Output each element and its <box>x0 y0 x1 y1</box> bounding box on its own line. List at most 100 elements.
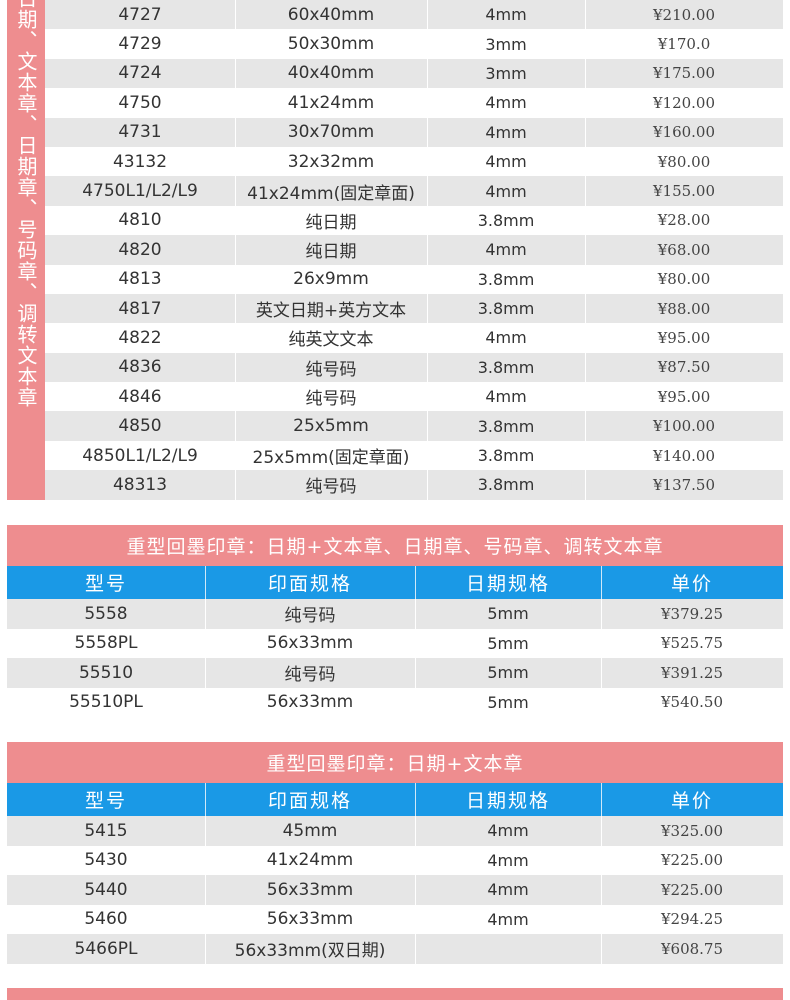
header-model: 型号 <box>84 790 127 812</box>
category-side-label-text: 日期、文本章、日期章、号码章、调转文本章 <box>14 0 38 408</box>
header-price: 单价 <box>670 573 713 595</box>
size-cell: 25x5mm(固定章面) <box>252 448 410 469</box>
model-cell: 4836 <box>118 357 162 378</box>
price-cell: ¥225.00 <box>660 880 724 899</box>
price-cell: ¥68.00 <box>657 240 711 259</box>
date-spec-cell: 4mm <box>487 850 529 870</box>
size-cell: 56x33mm(双日期) <box>234 941 386 962</box>
table-header: 型号 印面规格 日期规格 单价 <box>7 566 783 599</box>
date-spec-cell: 3.8mm <box>477 210 535 230</box>
table-row: 4850 25x5mm 3.8mm ¥100.00 <box>45 411 783 441</box>
model-cell: 4846 <box>118 386 162 407</box>
table-row: 5430 41x24mm 4mm ¥225.00 <box>7 845 783 875</box>
date-spec-cell <box>415 934 601 964</box>
price-cell: ¥120.00 <box>652 93 716 112</box>
table-body: 5558 纯号码 5mm ¥379.25 5558PL 56x33mm 5mm ¥525.75… <box>7 599 783 717</box>
model-cell: 4750L1/L2/L9 <box>82 181 198 202</box>
price-cell: ¥140.00 <box>652 446 716 465</box>
model-cell: 4729 <box>118 34 162 55</box>
table-row: 4750 41x24mm 4mm ¥120.00 <box>45 88 783 118</box>
model-cell: 55510PL <box>69 692 143 713</box>
table-row: 4836 纯号码 3.8mm ¥87.50 <box>45 352 783 383</box>
size-cell: 英文日期+英方文本 <box>255 301 407 322</box>
date-spec-cell: 4mm <box>485 181 527 201</box>
table-row: 4820 纯日期 4mm ¥68.00 <box>45 235 783 265</box>
price-cell: ¥155.00 <box>652 182 716 201</box>
model-cell: 43132 <box>112 151 168 172</box>
size-cell: 40x40mm <box>287 63 375 84</box>
date-spec-cell: 4mm <box>485 93 527 113</box>
date-spec-cell: 4mm <box>485 328 527 348</box>
table-row: 4813 26x9mm 3.8mm ¥80.00 <box>45 264 783 294</box>
table-row: 55510 纯号码 5mm ¥391.25 <box>7 658 783 688</box>
table-row: 43132 32x32mm 4mm ¥80.00 <box>45 146 783 177</box>
date-spec-cell: 4mm <box>485 387 527 407</box>
stamp-table-1: 日期、文本章、日期章、号码章、调转文本章 4727 60x40mm 4mm ¥210.… <box>7 0 783 500</box>
date-spec-cell: 4mm <box>485 5 527 25</box>
table-row: 4817 英文日期+英方文本 3.8mm ¥88.00 <box>45 293 783 324</box>
date-spec-cell: 3.8mm <box>477 416 535 436</box>
price-cell: ¥80.00 <box>657 270 711 289</box>
table-row: 55510PL 56x33mm 5mm ¥540.50 <box>7 687 783 717</box>
date-spec-cell: 4mm <box>485 122 527 142</box>
header-date: 日期规格 <box>465 790 550 812</box>
date-spec-cell: 5mm <box>487 633 529 653</box>
date-spec-cell: 3.8mm <box>477 269 535 289</box>
model-cell: 4850L1/L2/L9 <box>82 445 198 466</box>
table-body: 4727 60x40mm 4mm ¥210.00 4729 50x30mm 3mm ¥170.… <box>45 0 783 500</box>
table-row: 4846 纯号码 4mm ¥95.00 <box>45 382 783 412</box>
table-row: 4750L1/L2/L9 41x24mm(固定章面) 4mm ¥155.00 <box>45 176 783 206</box>
model-cell: 4813 <box>118 269 162 290</box>
size-cell: 32x32mm <box>287 151 375 172</box>
size-cell: 30x70mm <box>287 122 375 143</box>
date-spec-cell: 4mm <box>485 152 527 172</box>
model-cell: 4820 <box>118 239 162 260</box>
price-cell: ¥210.00 <box>652 5 716 24</box>
size-cell: 60x40mm <box>287 4 375 25</box>
date-spec-cell: 5mm <box>487 663 529 683</box>
size-cell: 纯号码 <box>305 389 357 410</box>
model-cell: 5430 <box>84 850 128 871</box>
size-cell: 41x24mm(固定章面) <box>247 183 415 204</box>
model-cell: 4727 <box>118 4 162 25</box>
section-title: 重型回墨印章：日期+文本章 <box>7 742 783 783</box>
size-cell: 45mm <box>282 820 338 841</box>
model-cell: 5415 <box>84 820 128 841</box>
model-cell: 5558PL <box>74 633 138 654</box>
stamp-table-2: 重型回墨印章：日期+文本章、日期章、号码章、调转文本章 型号 印面规格 日期规格… <box>7 525 783 717</box>
date-spec-cell: 4mm <box>487 909 529 929</box>
size-cell: 纯号码 <box>305 477 357 498</box>
price-cell: ¥80.00 <box>657 152 711 171</box>
price-cell: ¥95.00 <box>657 387 711 406</box>
date-spec-cell: 3.8mm <box>477 357 535 377</box>
price-cell: ¥100.00 <box>652 417 716 436</box>
table-row: 4727 60x40mm 4mm ¥210.00 <box>45 0 783 30</box>
table-body: 5415 45mm 4mm ¥325.00 5430 41x24mm 4mm ¥225.00 5… <box>7 816 783 964</box>
size-cell: 26x9mm <box>293 269 369 290</box>
size-cell: 25x5mm <box>293 416 369 437</box>
model-cell: 55510 <box>78 662 134 683</box>
stamp-table-3: 重型回墨印章：日期+文本章 型号 印面规格 日期规格 单价 5415 45mm 4m… <box>7 742 783 964</box>
size-cell: 50x30mm <box>287 34 375 55</box>
price-cell: ¥540.50 <box>660 693 724 712</box>
model-cell: 5466PL <box>74 938 138 959</box>
size-cell: 56x33mm <box>266 692 354 713</box>
header-date: 日期规格 <box>465 573 550 595</box>
price-cell: ¥137.50 <box>652 475 716 494</box>
model-cell: 5460 <box>84 909 128 930</box>
price-cell: ¥170.0 <box>657 35 711 54</box>
table-row: 5415 45mm 4mm ¥325.00 <box>7 816 783 846</box>
size-cell: 56x33mm <box>266 909 354 930</box>
table-row: 5440 56x33mm 4mm ¥225.00 <box>7 875 783 905</box>
table-header: 型号 印面规格 日期规格 单价 <box>7 783 783 816</box>
price-cell: ¥88.00 <box>657 299 711 318</box>
date-spec-cell: 5mm <box>487 692 529 712</box>
header-size: 印面规格 <box>267 790 352 812</box>
size-cell: 56x33mm <box>266 633 354 654</box>
model-cell: 4724 <box>118 63 162 84</box>
date-spec-cell: 4mm <box>485 240 527 260</box>
table-row: 48313 纯号码 3.8mm ¥137.50 <box>45 470 783 500</box>
price-cell: ¥28.00 <box>657 211 711 230</box>
price-cell: ¥87.50 <box>657 358 711 377</box>
table-row: 5460 56x33mm 4mm ¥294.25 <box>7 904 783 934</box>
